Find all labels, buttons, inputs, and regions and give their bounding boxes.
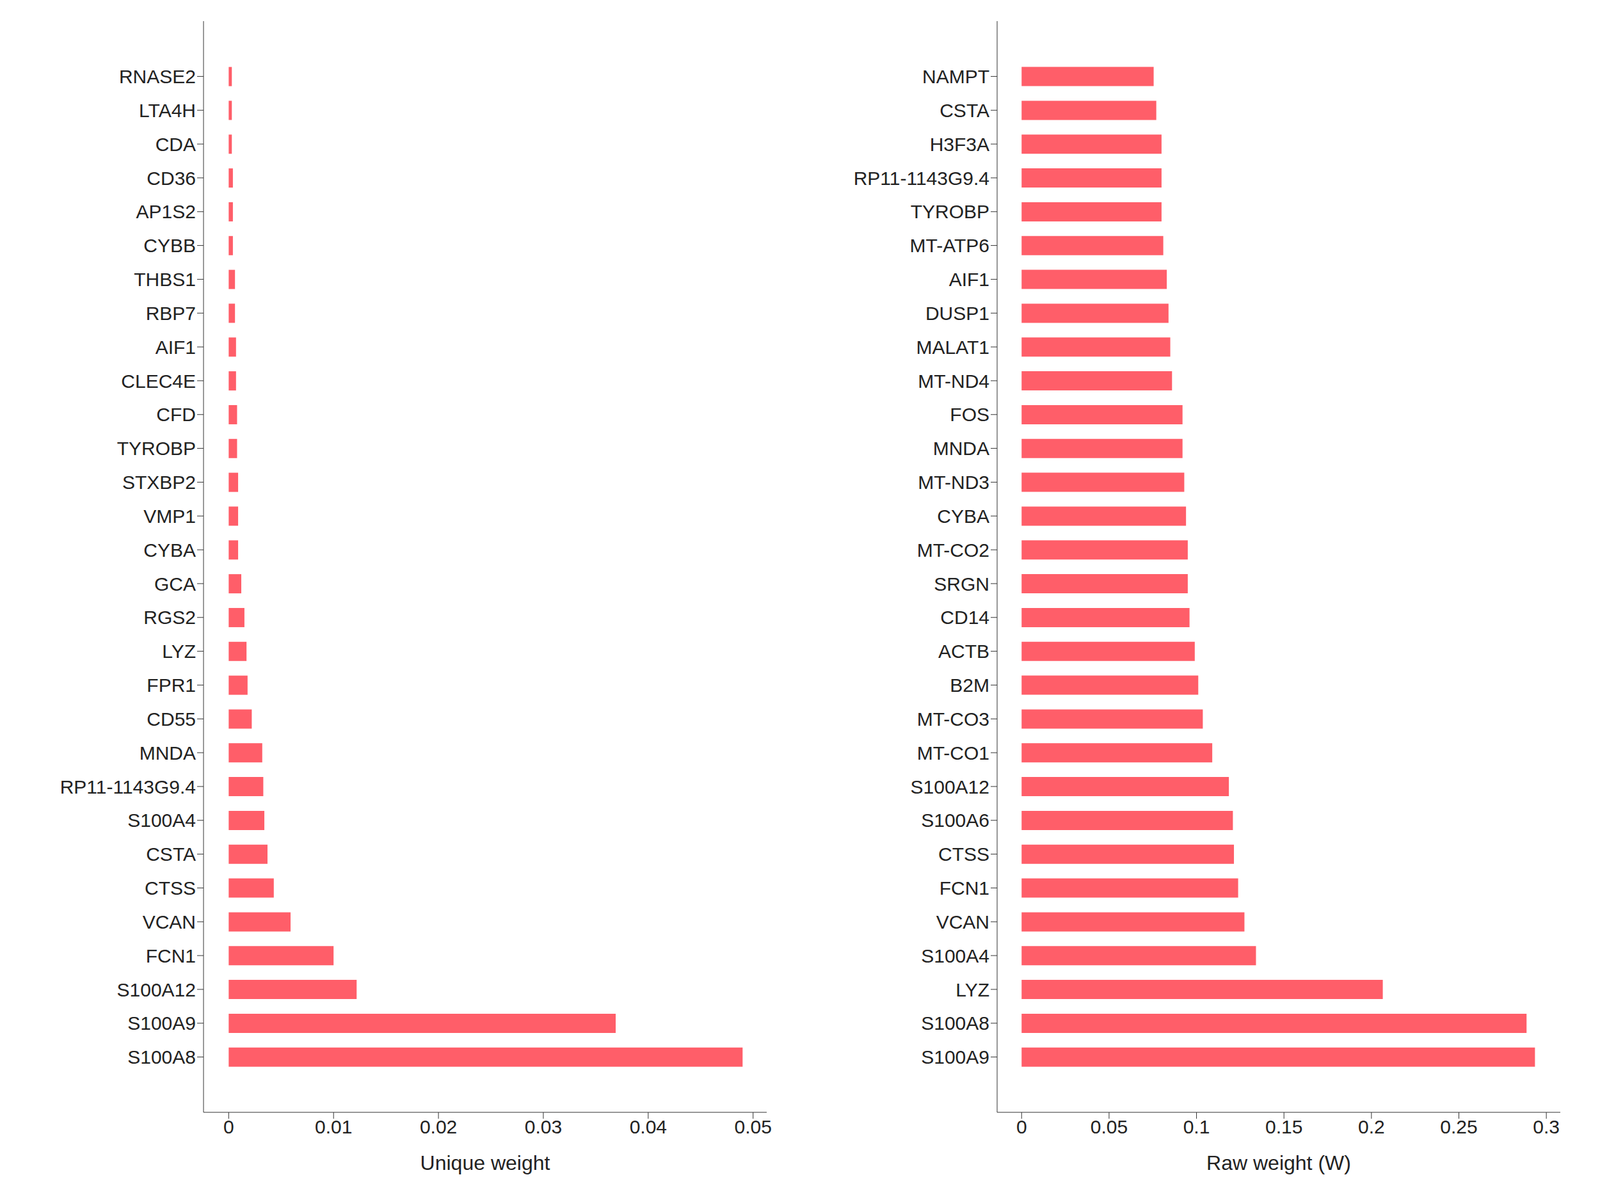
svg-text:CSTA: CSTA — [145, 843, 196, 865]
svg-text:0.15: 0.15 — [1265, 1116, 1303, 1138]
svg-text:FCN1: FCN1 — [939, 877, 990, 899]
svg-text:0.05: 0.05 — [734, 1116, 772, 1138]
svg-text:0.25: 0.25 — [1440, 1116, 1478, 1138]
svg-text:0.3: 0.3 — [1532, 1116, 1560, 1138]
svg-text:0.04: 0.04 — [629, 1116, 667, 1138]
svg-text:THBS1: THBS1 — [133, 268, 196, 290]
svg-text:CD14: CD14 — [940, 606, 990, 628]
svg-text:Raw weight (W): Raw weight (W) — [1206, 1151, 1352, 1175]
svg-text:CSTA: CSTA — [939, 99, 990, 121]
svg-text:S100A8: S100A8 — [127, 1046, 196, 1068]
svg-text:CD36: CD36 — [146, 167, 196, 189]
svg-text:LYZ: LYZ — [955, 979, 990, 1001]
svg-text:CFD: CFD — [156, 403, 196, 425]
svg-text:AIF1: AIF1 — [155, 336, 196, 358]
svg-text:MT-ND4: MT-ND4 — [917, 370, 990, 392]
svg-text:MT-CO3: MT-CO3 — [917, 708, 990, 730]
svg-text:0: 0 — [223, 1116, 235, 1138]
svg-text:AIF1: AIF1 — [949, 268, 990, 290]
svg-text:S100A9: S100A9 — [127, 1012, 196, 1034]
svg-text:RBP7: RBP7 — [145, 302, 196, 324]
svg-text:VCAN: VCAN — [936, 911, 990, 933]
svg-text:CYBB: CYBB — [143, 234, 196, 256]
svg-text:CLEC4E: CLEC4E — [120, 370, 196, 392]
svg-text:Unique weight: Unique weight — [420, 1151, 551, 1175]
svg-text:CTSS: CTSS — [938, 843, 990, 865]
svg-text:VCAN: VCAN — [142, 911, 196, 933]
svg-text:FOS: FOS — [949, 403, 990, 425]
svg-text:0.2: 0.2 — [1358, 1116, 1385, 1138]
svg-text:S100A8: S100A8 — [920, 1012, 990, 1034]
svg-text:0.05: 0.05 — [1090, 1116, 1128, 1138]
svg-text:0.1: 0.1 — [1183, 1116, 1211, 1138]
svg-text:DUSP1: DUSP1 — [925, 302, 990, 324]
svg-text:RNASE2: RNASE2 — [119, 65, 196, 88]
svg-text:TYROBP: TYROBP — [117, 437, 196, 459]
svg-text:FPR1: FPR1 — [146, 674, 196, 696]
svg-text:TYROBP: TYROBP — [910, 200, 990, 223]
svg-text:CTSS: CTSS — [144, 877, 196, 899]
svg-text:LTA4H: LTA4H — [138, 99, 196, 121]
svg-text:LYZ: LYZ — [161, 640, 196, 662]
svg-text:MT-ATP6: MT-ATP6 — [910, 234, 990, 256]
svg-text:B2M: B2M — [949, 674, 990, 696]
svg-text:CD55: CD55 — [146, 708, 196, 730]
svg-text:MT-ND3: MT-ND3 — [917, 471, 990, 493]
svg-text:VMP1: VMP1 — [143, 505, 196, 527]
svg-text:CDA: CDA — [155, 133, 196, 155]
svg-text:AP1S2: AP1S2 — [136, 200, 196, 223]
svg-text:0: 0 — [1016, 1116, 1028, 1138]
svg-text:MT-CO2: MT-CO2 — [917, 539, 990, 561]
svg-text:STXBP2: STXBP2 — [122, 471, 196, 493]
svg-text:RP11-1143G9.4: RP11-1143G9.4 — [60, 776, 196, 798]
svg-text:RP11-1143G9.4: RP11-1143G9.4 — [853, 167, 990, 189]
svg-text:CYBA: CYBA — [936, 505, 990, 527]
svg-text:RGS2: RGS2 — [143, 606, 196, 628]
svg-text:S100A9: S100A9 — [920, 1046, 990, 1068]
svg-text:MNDA: MNDA — [933, 437, 990, 459]
svg-text:0.02: 0.02 — [419, 1116, 457, 1138]
svg-text:S100A4: S100A4 — [920, 945, 990, 967]
svg-text:0.03: 0.03 — [524, 1116, 562, 1138]
svg-text:S100A6: S100A6 — [920, 809, 990, 831]
svg-text:CYBA: CYBA — [143, 539, 196, 561]
svg-text:NAMPT: NAMPT — [922, 65, 990, 88]
svg-text:S100A12: S100A12 — [117, 979, 196, 1001]
svg-text:0.01: 0.01 — [314, 1116, 352, 1138]
svg-text:FCN1: FCN1 — [145, 945, 196, 967]
svg-text:ACTB: ACTB — [938, 640, 990, 662]
svg-text:S100A12: S100A12 — [910, 776, 990, 798]
svg-text:GCA: GCA — [154, 573, 196, 595]
svg-text:MNDA: MNDA — [139, 742, 196, 764]
svg-text:S100A4: S100A4 — [127, 809, 196, 831]
svg-text:MALAT1: MALAT1 — [916, 336, 990, 358]
svg-text:MT-CO1: MT-CO1 — [917, 742, 990, 764]
svg-text:SRGN: SRGN — [933, 573, 990, 595]
svg-text:H3F3A: H3F3A — [929, 133, 990, 155]
